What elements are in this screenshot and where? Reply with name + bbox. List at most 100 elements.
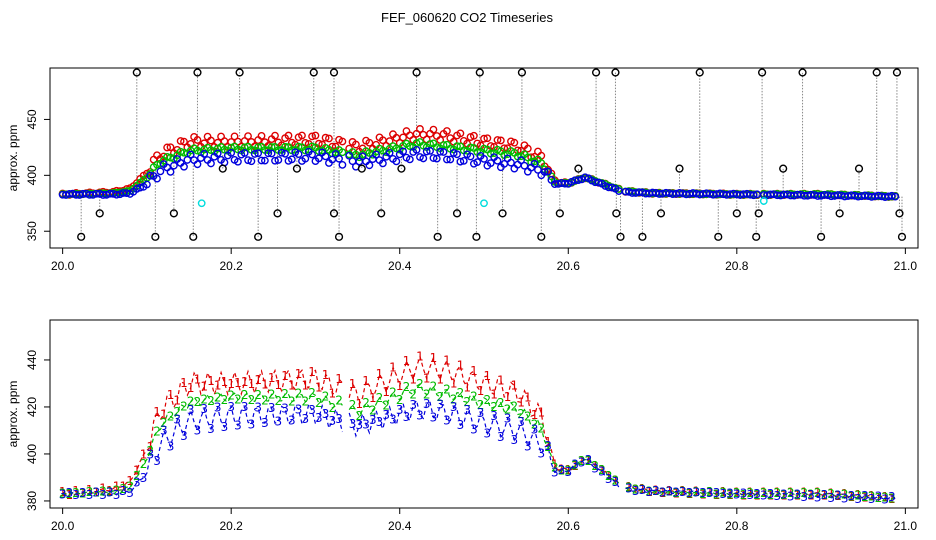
series-3-point bbox=[385, 149, 394, 157]
series-1-marker: 1 bbox=[288, 378, 296, 392]
series-2-marker: 2 bbox=[79, 486, 87, 500]
series-3-marker: 3 bbox=[672, 486, 680, 500]
series-1-point bbox=[510, 138, 519, 147]
series-2-marker: 2 bbox=[854, 489, 862, 503]
series-1-marker: 1 bbox=[470, 364, 478, 378]
series-1-marker: 1 bbox=[720, 485, 728, 499]
series-2-marker: 2 bbox=[612, 474, 620, 488]
spike-point bbox=[77, 232, 86, 241]
series-2-marker: 2 bbox=[760, 486, 768, 500]
series-1-marker: 1 bbox=[281, 369, 289, 383]
series-1-marker: 1 bbox=[59, 485, 67, 499]
series-1-point bbox=[321, 133, 330, 142]
series-3-point bbox=[594, 178, 603, 187]
spike-point bbox=[892, 68, 902, 77]
series-3-marker: 3 bbox=[322, 407, 330, 421]
series-2-marker: 2 bbox=[416, 377, 424, 391]
series-3-marker: 3 bbox=[726, 486, 734, 500]
series-1-marker: 1 bbox=[355, 397, 363, 411]
series-3-marker: 3 bbox=[113, 488, 121, 502]
series-1-point bbox=[284, 131, 293, 140]
bottom-panel-xtick-label: 20.2 bbox=[220, 519, 244, 533]
series-2-marker: 2 bbox=[93, 486, 101, 500]
top-panel-ytick-label: 400 bbox=[25, 165, 39, 185]
series-2-marker: 2 bbox=[578, 454, 586, 468]
series-3-point bbox=[412, 145, 421, 154]
series-1-marker: 1 bbox=[564, 463, 572, 477]
series-1-marker: 1 bbox=[275, 378, 283, 392]
series-3-marker: 3 bbox=[544, 439, 552, 453]
series-2-marker: 2 bbox=[315, 396, 323, 410]
series-3-point bbox=[405, 155, 414, 164]
spike-point bbox=[292, 164, 302, 173]
spike-point bbox=[555, 209, 564, 218]
series-2-marker: 2 bbox=[571, 459, 579, 473]
series-3-point bbox=[213, 149, 222, 158]
cyan-point bbox=[759, 197, 768, 205]
series-3-point bbox=[493, 156, 502, 165]
series-3-marker: 3 bbox=[497, 430, 505, 444]
series-2-marker: 2 bbox=[430, 380, 438, 394]
series-3-marker: 3 bbox=[355, 418, 363, 432]
series-2-marker: 2 bbox=[672, 486, 680, 500]
series-3-marker: 3 bbox=[841, 491, 849, 505]
series-2-marker: 2 bbox=[457, 386, 465, 400]
series-3-marker: 3 bbox=[99, 488, 107, 502]
spike-point bbox=[616, 232, 625, 241]
series-3-marker: 3 bbox=[612, 475, 620, 489]
series-2-marker: 2 bbox=[585, 454, 593, 468]
series-1-point bbox=[254, 136, 263, 144]
series-3-point bbox=[891, 192, 900, 201]
spike-point bbox=[574, 164, 583, 173]
series-1-marker: 1 bbox=[302, 379, 310, 393]
series-1-marker: 1 bbox=[173, 393, 181, 407]
series-3-marker: 3 bbox=[773, 489, 781, 503]
series-1-point bbox=[338, 137, 347, 146]
series-2-marker: 2 bbox=[477, 398, 485, 412]
series-3-point bbox=[453, 150, 461, 159]
bottom-panel-ylabel: approx. ppm bbox=[6, 381, 20, 448]
top-panel-xtick-label: 20.0 bbox=[51, 259, 75, 273]
series-3-marker: 3 bbox=[93, 486, 101, 500]
series-2-marker: 2 bbox=[187, 395, 195, 409]
series-3-point bbox=[473, 158, 482, 167]
series-2-marker: 2 bbox=[173, 405, 181, 419]
series-3-marker: 3 bbox=[281, 402, 289, 416]
series-2-point bbox=[466, 143, 475, 152]
series-3-line bbox=[62, 399, 896, 501]
series-2-point bbox=[338, 148, 347, 157]
series-1-marker: 1 bbox=[652, 484, 660, 498]
series-2-marker: 2 bbox=[639, 482, 647, 496]
series-3-point bbox=[372, 150, 381, 159]
series-3-point bbox=[234, 157, 242, 166]
series-1-marker: 1 bbox=[578, 454, 586, 468]
series-2-point bbox=[405, 142, 414, 150]
series-1-marker: 1 bbox=[639, 482, 647, 496]
series-3-point bbox=[271, 156, 279, 165]
series-3-point bbox=[186, 150, 195, 159]
series-3-marker: 3 bbox=[686, 486, 694, 500]
series-1-marker: 1 bbox=[787, 485, 795, 499]
series-1-point bbox=[207, 136, 215, 145]
series-2-marker: 2 bbox=[740, 488, 748, 502]
series-1-marker: 1 bbox=[126, 474, 134, 488]
series-3-marker: 3 bbox=[382, 408, 390, 422]
series-1-marker: 1 bbox=[827, 486, 835, 500]
series-2-marker: 2 bbox=[200, 393, 208, 407]
series-3-marker: 3 bbox=[335, 412, 343, 426]
series-1-marker: 1 bbox=[315, 380, 323, 394]
series-2-marker: 2 bbox=[699, 487, 707, 501]
series-2-marker: 2 bbox=[335, 394, 343, 408]
series-1-marker: 1 bbox=[207, 374, 215, 388]
bottom-panel-line: approx. ppm 20.0 20.2 20.4 20.6 20.8 21.0 380 4… bbox=[6, 319, 919, 533]
series-3-marker: 3 bbox=[295, 402, 303, 416]
series-3-point bbox=[365, 161, 374, 170]
series-1-marker: 1 bbox=[585, 454, 593, 468]
series-3-marker: 3 bbox=[214, 401, 222, 415]
series-2-marker: 2 bbox=[126, 480, 134, 494]
series-3-point bbox=[392, 157, 401, 166]
series-2-marker: 2 bbox=[652, 484, 660, 498]
spike-point bbox=[151, 232, 160, 241]
series-2-marker: 2 bbox=[106, 485, 114, 499]
series-3-point bbox=[608, 183, 616, 192]
